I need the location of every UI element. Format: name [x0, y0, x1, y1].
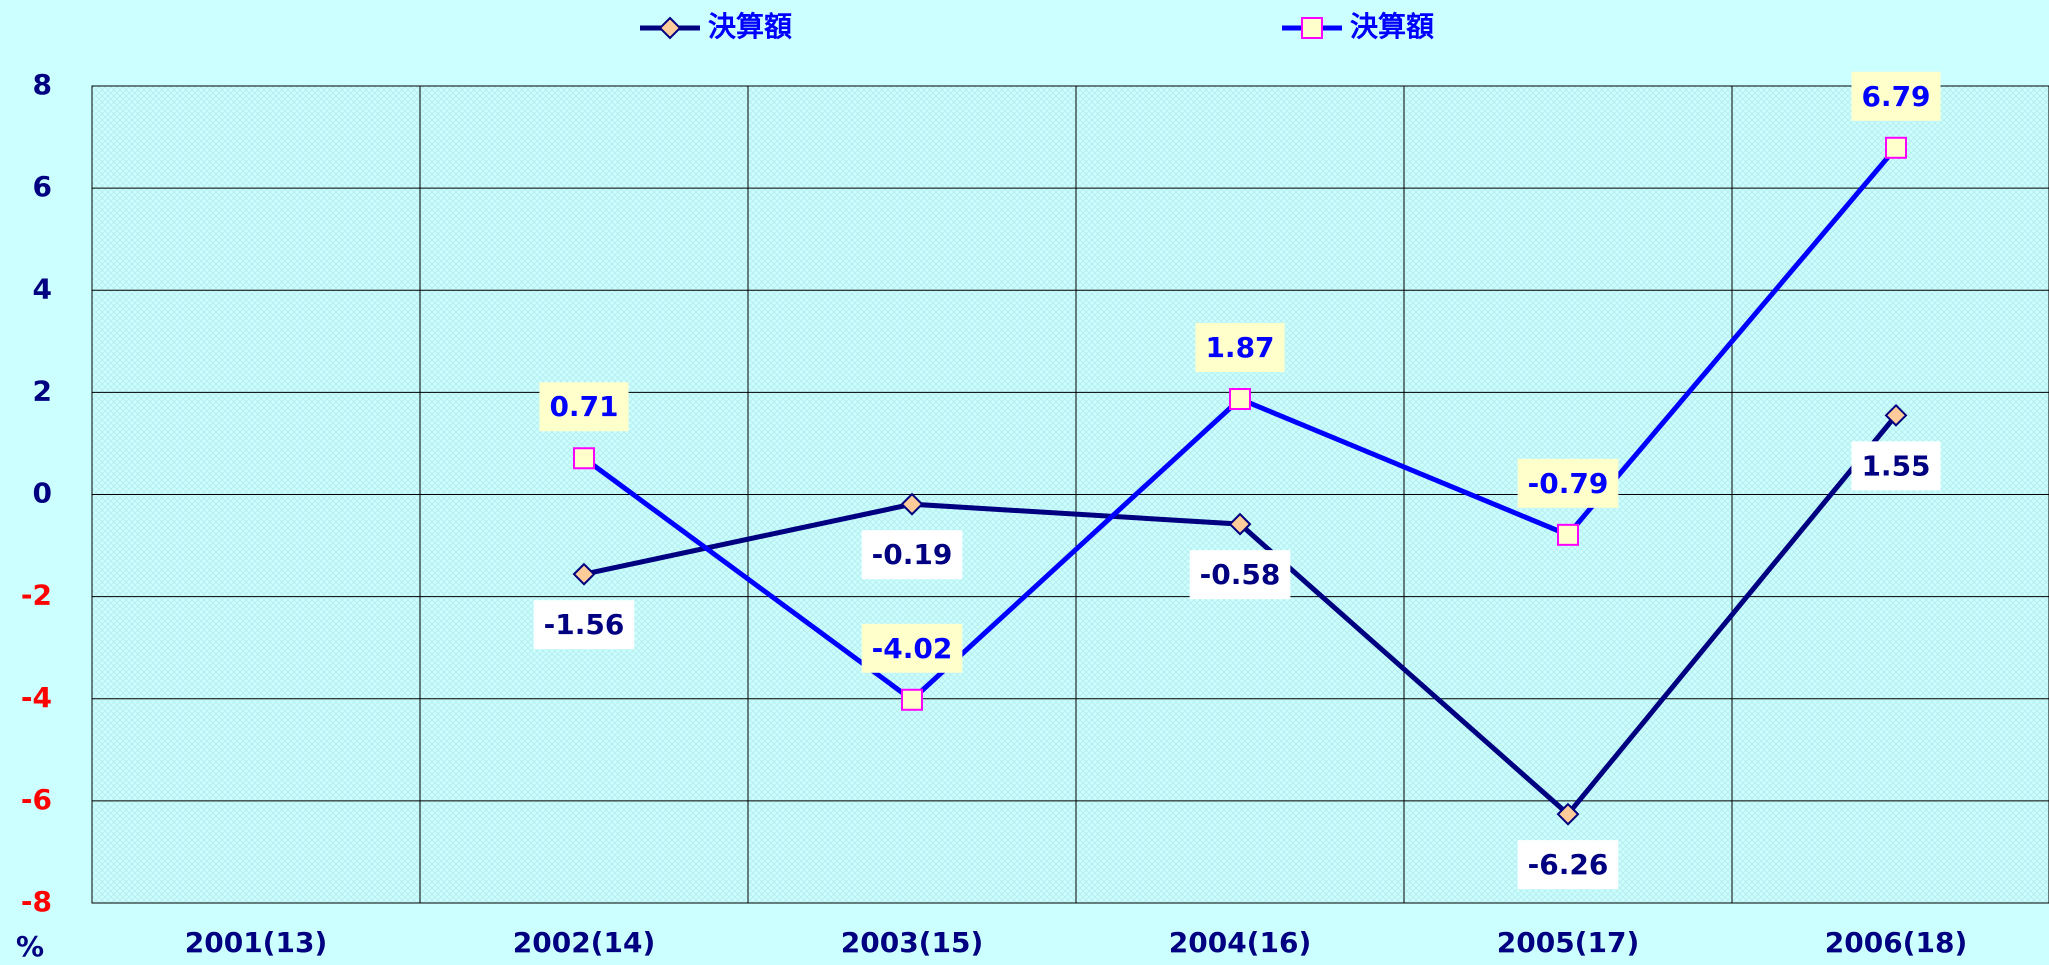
x-tick-label: 2001(13) [185, 926, 328, 959]
data-label-bg [1851, 71, 1941, 121]
data-label-bg [861, 623, 963, 673]
y-tick-label: 8 [33, 68, 52, 101]
data-label: -0.79 [1528, 467, 1609, 500]
data-label-bg [533, 600, 635, 650]
data-label: 6.79 [1861, 80, 1930, 113]
point-marker [573, 447, 595, 470]
point-marker [1884, 403, 1908, 427]
y-tick-label: 4 [33, 272, 52, 305]
data-label: 0.71 [549, 390, 618, 423]
y-axis-label: % [16, 930, 44, 963]
y-tick-label: -8 [21, 885, 52, 918]
y-tick-label: 2 [33, 374, 52, 407]
x-tick-label: 2006(18) [1825, 926, 1968, 959]
y-tick-label: 6 [33, 170, 52, 203]
point-marker [900, 492, 924, 516]
x-tick-label: 2002(14) [513, 926, 656, 959]
point-marker [1229, 388, 1251, 411]
data-label: 1.87 [1205, 331, 1274, 364]
point-marker [1557, 523, 1579, 546]
y-tick-label: -6 [21, 783, 52, 816]
data-label-bg [1851, 441, 1941, 491]
data-label-bg [539, 382, 629, 432]
x-tick-label: 2004(16) [1169, 926, 1312, 959]
y-tick-label: 0 [33, 477, 52, 510]
point-marker [901, 688, 923, 711]
data-label-bg [1517, 840, 1619, 890]
data-label: -6.26 [1528, 848, 1609, 881]
point-marker [1556, 802, 1580, 826]
data-label-bg [861, 530, 963, 580]
data-label: -4.02 [872, 632, 953, 665]
legend-label: 決算額 [1350, 10, 1434, 43]
legend-marker [658, 16, 682, 40]
data-label-bg [1195, 323, 1285, 373]
data-label-bg [1517, 458, 1619, 508]
legend-marker [1301, 17, 1323, 39]
data-label: -0.58 [1200, 558, 1281, 591]
data-label: 1.55 [1861, 449, 1930, 482]
point-marker [1885, 136, 1907, 159]
y-tick-label: -2 [21, 579, 52, 612]
point-marker [572, 562, 596, 586]
x-tick-label: 2003(15) [841, 926, 984, 959]
data-label: -0.19 [872, 538, 953, 571]
point-marker [1228, 512, 1252, 536]
data-label: -1.56 [544, 608, 625, 641]
x-tick-label: 2005(17) [1497, 926, 1640, 959]
y-tick-label: -4 [21, 681, 52, 714]
legend-label: 決算額 [708, 10, 792, 43]
data-label-bg [1189, 550, 1291, 600]
